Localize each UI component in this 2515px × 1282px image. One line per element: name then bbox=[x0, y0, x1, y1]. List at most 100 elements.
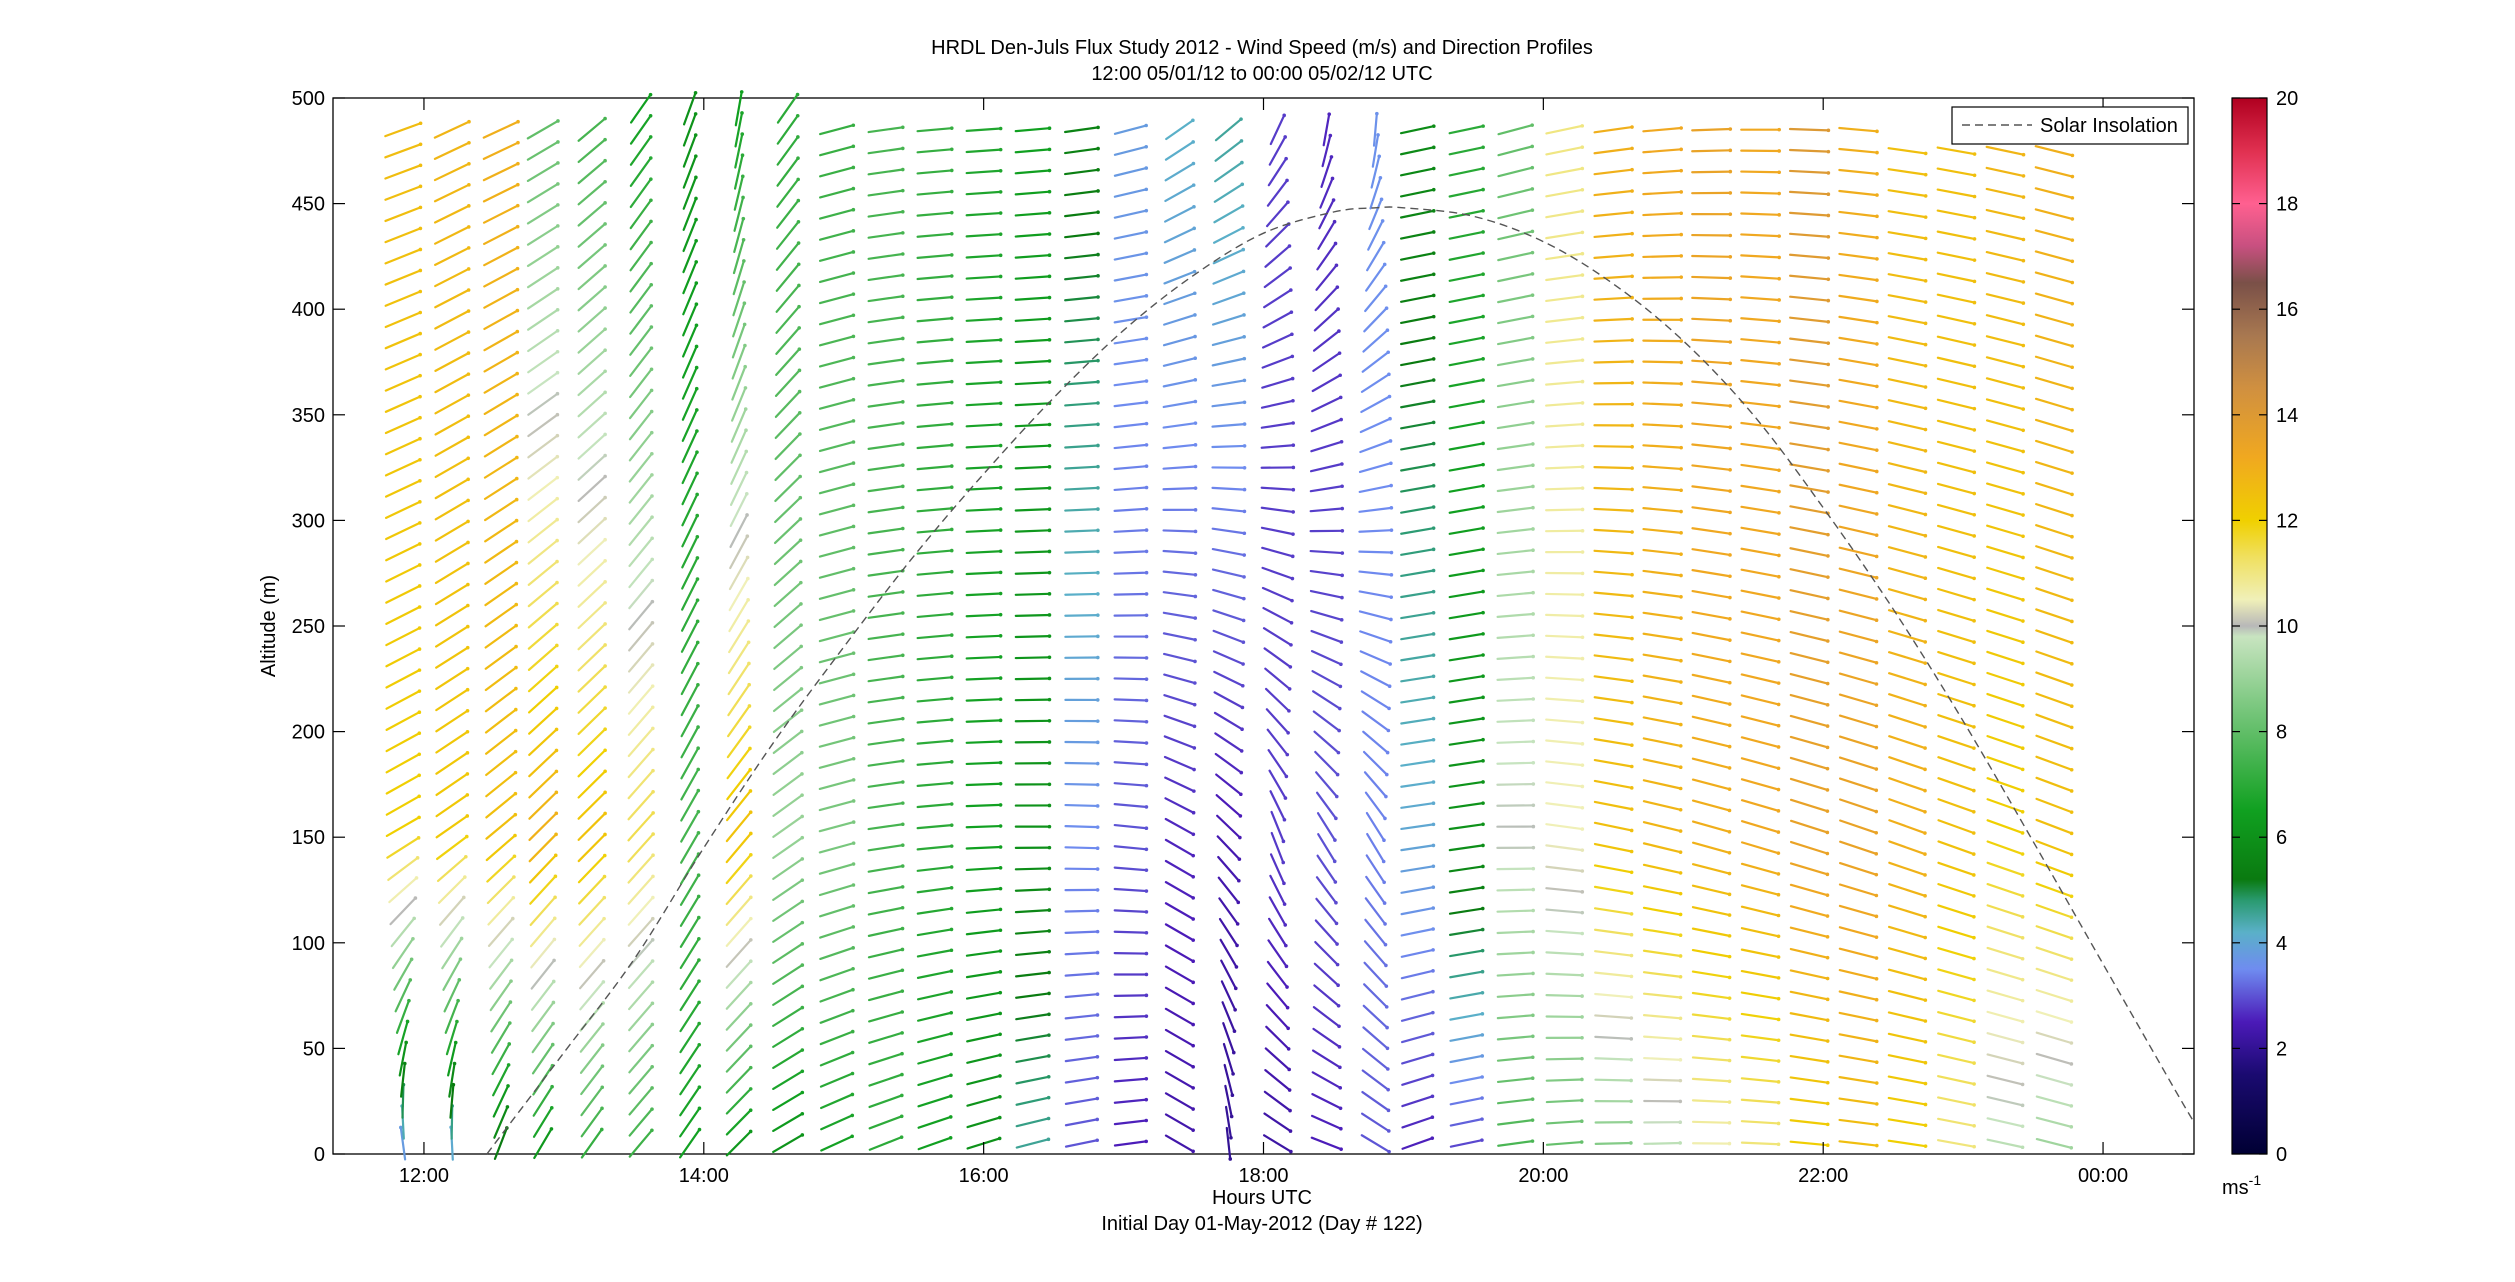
wind-vector bbox=[527, 308, 559, 331]
wind-vector-head bbox=[1678, 974, 1683, 979]
wind-vector bbox=[727, 704, 751, 738]
wind-vector-head bbox=[900, 780, 905, 784]
wind-vector bbox=[1838, 969, 1878, 980]
wind-vector-head bbox=[417, 563, 422, 567]
wind-vector bbox=[1360, 1134, 1391, 1153]
wind-vector-head bbox=[2020, 998, 2025, 1003]
wind-vector bbox=[629, 135, 652, 166]
wind-vector-head bbox=[1679, 190, 1684, 194]
wind-vector bbox=[680, 768, 700, 801]
wind-vector bbox=[490, 1000, 512, 1033]
wind-vector-head bbox=[1971, 809, 1976, 814]
wind-vector bbox=[1642, 254, 1683, 259]
wind-vector bbox=[867, 590, 904, 598]
wind-vector-head bbox=[1972, 998, 1976, 1003]
wind-vector-head bbox=[1144, 972, 1149, 977]
wind-vector bbox=[1593, 612, 1634, 619]
wind-vector bbox=[483, 456, 518, 479]
wind-vector-head bbox=[800, 963, 805, 967]
wind-vector-head bbox=[797, 326, 801, 330]
wind-vector-head bbox=[552, 937, 557, 942]
wind-vector-head bbox=[1481, 378, 1485, 382]
wind-vector bbox=[627, 959, 654, 990]
wind-vector bbox=[627, 727, 654, 758]
wind-vector bbox=[1496, 485, 1535, 493]
wind-vector-head bbox=[1580, 763, 1585, 767]
wind-vector-head bbox=[1776, 1142, 1781, 1147]
wind-vector-head bbox=[949, 675, 954, 680]
wind-vector bbox=[819, 946, 855, 961]
wind-vector-head bbox=[1430, 1031, 1435, 1036]
wind-vector-head bbox=[1923, 1040, 1928, 1044]
wind-vector bbox=[1937, 861, 1975, 877]
wind-vector bbox=[916, 190, 953, 196]
wind-vector bbox=[527, 350, 559, 374]
wind-vector bbox=[483, 435, 519, 458]
wind-vector bbox=[682, 260, 698, 295]
wind-vector bbox=[384, 164, 422, 180]
wind-vector-head bbox=[1095, 950, 1100, 955]
wind-vector bbox=[819, 1072, 854, 1088]
wind-vector bbox=[966, 1095, 1001, 1107]
wind-vector bbox=[818, 525, 855, 537]
wind-vector bbox=[629, 199, 653, 230]
wind-vector bbox=[1986, 1117, 2024, 1128]
wind-vector-head bbox=[1971, 831, 1976, 835]
wind-vector-head bbox=[1096, 189, 1100, 193]
wind-vector-head bbox=[1047, 676, 1052, 681]
wind-vector-head bbox=[696, 831, 701, 835]
wind-vector-head bbox=[741, 195, 745, 200]
wind-vector-head bbox=[418, 352, 422, 357]
wind-vector bbox=[1642, 465, 1683, 471]
solar-insolation-curve bbox=[486, 206, 2195, 1155]
wind-vector-head bbox=[949, 654, 954, 658]
wind-vector bbox=[1268, 769, 1287, 800]
wind-vector bbox=[818, 799, 855, 812]
wind-vector bbox=[1214, 732, 1243, 753]
wind-vector-head bbox=[1046, 1095, 1051, 1100]
wind-vector-head bbox=[2020, 852, 2025, 856]
wind-vector bbox=[384, 248, 422, 265]
wind-vector bbox=[1064, 909, 1099, 913]
wind-vector-head bbox=[949, 1010, 954, 1015]
wind-vector bbox=[2034, 376, 2074, 390]
wind-vector bbox=[527, 329, 559, 353]
wind-vector bbox=[1211, 379, 1246, 387]
wind-vector-head bbox=[1480, 969, 1485, 974]
wind-vector bbox=[485, 834, 517, 862]
wind-vector bbox=[628, 1065, 654, 1095]
wind-vector-head bbox=[603, 622, 607, 626]
wind-vector bbox=[1545, 1099, 1583, 1104]
wind-vector-head bbox=[1144, 528, 1149, 532]
wind-vector-head bbox=[1825, 935, 1830, 939]
wind-vector bbox=[1642, 863, 1682, 875]
wind-vector-head bbox=[742, 322, 747, 327]
wind-vector-head bbox=[551, 1021, 555, 1026]
wind-vector bbox=[1359, 650, 1392, 666]
wind-vector bbox=[1448, 421, 1485, 430]
wind-vector bbox=[773, 624, 803, 650]
wind-vector bbox=[1788, 211, 1830, 217]
wind-vector-head bbox=[796, 220, 801, 224]
wind-vector bbox=[819, 988, 855, 1003]
wind-vector bbox=[916, 274, 953, 281]
wind-vector-head bbox=[949, 927, 954, 932]
wind-vector-head bbox=[1531, 675, 1535, 680]
wind-vector bbox=[868, 1094, 903, 1109]
wind-vector-head bbox=[603, 516, 607, 521]
wind-vector bbox=[1400, 590, 1435, 599]
wind-vector-head bbox=[1047, 274, 1052, 279]
wind-vector bbox=[1985, 335, 2025, 347]
wind-vector bbox=[1215, 773, 1242, 796]
wind-vector-head bbox=[1144, 656, 1149, 660]
wind-vector bbox=[2035, 882, 2073, 898]
wind-vector bbox=[1224, 1084, 1233, 1118]
wind-vector bbox=[434, 457, 470, 479]
wind-vector-head bbox=[949, 633, 954, 637]
wind-vector-head bbox=[1481, 208, 1485, 213]
wind-vector-head bbox=[800, 1069, 805, 1074]
wind-vector bbox=[1986, 629, 2024, 644]
wind-vector-head bbox=[1874, 977, 1879, 981]
wind-vector-head bbox=[1874, 448, 1879, 452]
wind-vector-head bbox=[1630, 615, 1634, 620]
